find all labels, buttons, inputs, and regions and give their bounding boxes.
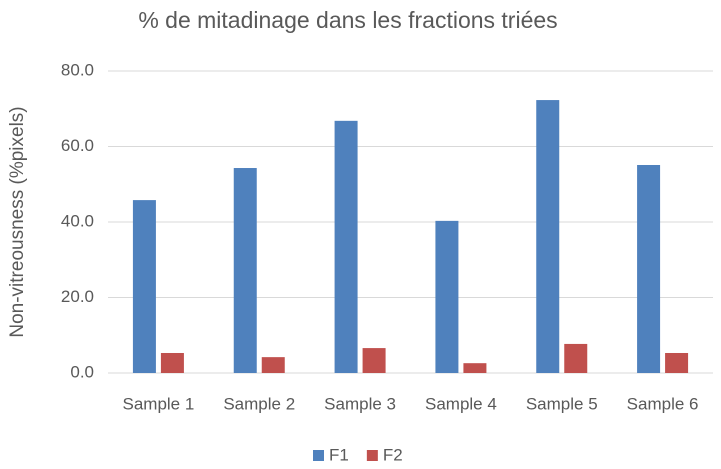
bar (160, 352, 184, 373)
legend-swatch (366, 450, 378, 461)
y-tick-label: 60.0 (61, 136, 94, 155)
bar (362, 348, 386, 373)
bar (132, 200, 156, 373)
bar (637, 164, 661, 373)
bar (665, 352, 689, 373)
chart-title: % de mitadinage dans les fractions triée… (138, 7, 557, 33)
y-tick-label: 40.0 (61, 211, 94, 230)
legend-label: F2 (383, 445, 403, 464)
x-tick-label: Sample 5 (526, 394, 598, 413)
y-axis-label: Non-vitreousness (%pixels) (7, 106, 28, 337)
bar (334, 120, 358, 373)
bar (435, 220, 459, 373)
bar (261, 357, 285, 373)
x-tick-label: Sample 4 (425, 394, 497, 413)
y-tick-label: 20.0 (61, 287, 94, 306)
x-tick-label: Sample 2 (223, 394, 295, 413)
bar (536, 100, 560, 373)
x-tick-label: Sample 1 (123, 394, 195, 413)
bar (463, 363, 487, 373)
y-tick-label: 0.0 (70, 362, 94, 381)
bar (564, 343, 588, 373)
x-tick-label: Sample 3 (324, 394, 396, 413)
legend-swatch (313, 450, 324, 461)
y-tick-label: 80.0 (61, 60, 94, 79)
legend-label: F1 (329, 445, 349, 464)
x-tick-label: Sample 6 (627, 394, 699, 413)
bar (233, 168, 257, 373)
